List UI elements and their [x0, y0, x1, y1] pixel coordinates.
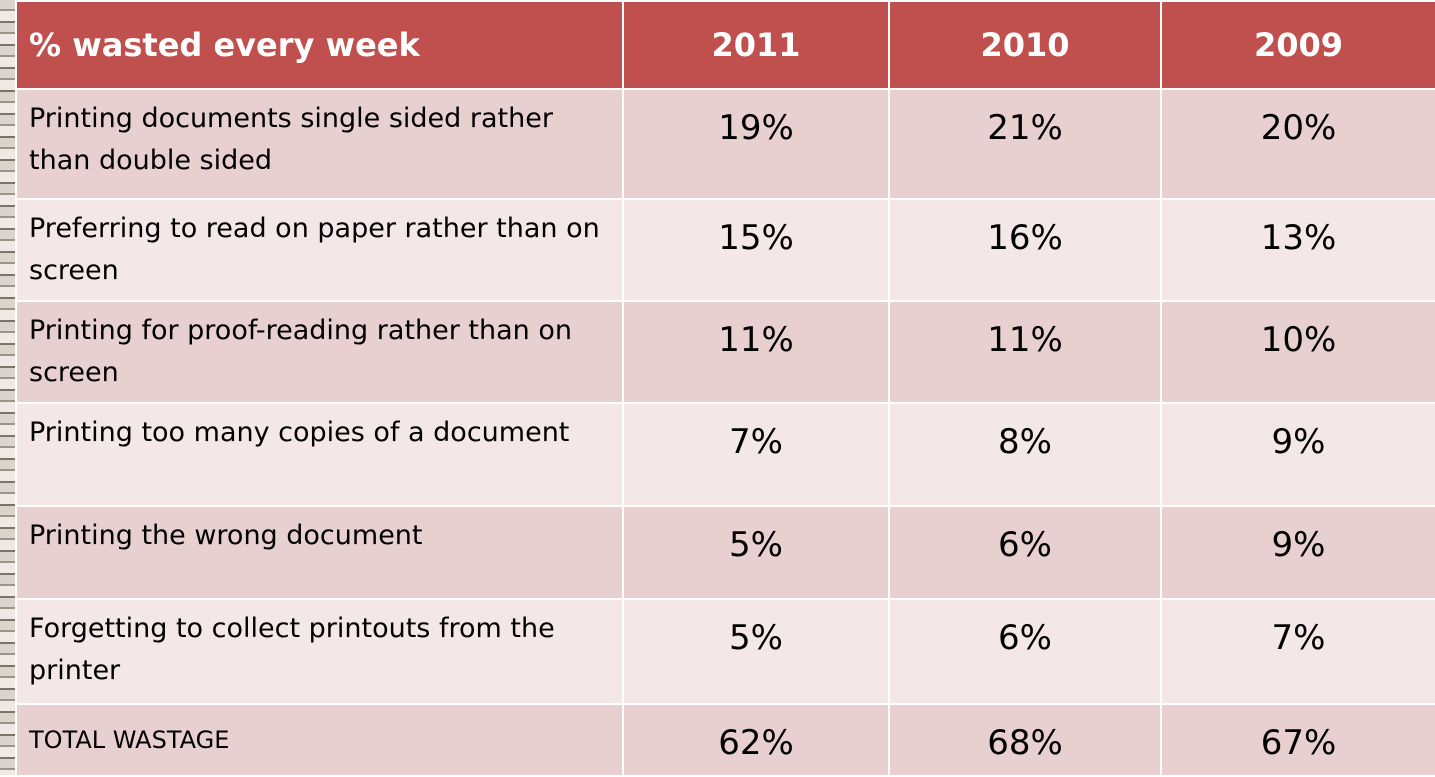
row-label: Printing documents single sided rather t… — [15, 88, 624, 200]
header-cell: 2009 — [1160, 0, 1435, 90]
table-body: Printing documents single sided rather t… — [15, 88, 1435, 777]
value-cell: 15% — [622, 198, 890, 302]
waste-table: % wasted every week 2011 2010 2009 Printing… — [15, 0, 1435, 777]
table-row: Forgetting to collect printouts from the… — [15, 598, 1435, 705]
row-label: Printing for proof-reading rather than o… — [15, 300, 624, 404]
value-cell: 6% — [888, 505, 1162, 600]
header-cell: % wasted every week — [15, 0, 624, 90]
row-label: Printing too many copies of a document — [15, 402, 624, 507]
table-row: Preferring to read on paper rather than … — [15, 198, 1435, 302]
value-cell: 5% — [622, 505, 890, 600]
row-label: Printing the wrong document — [15, 505, 624, 600]
header-row: % wasted every week 2011 2010 2009 — [15, 0, 1435, 90]
value-cell: 8% — [888, 402, 1162, 507]
value-cell: 11% — [888, 300, 1162, 404]
value-cell: 7% — [622, 402, 890, 507]
value-cell: 9% — [1160, 402, 1435, 507]
table-header: % wasted every week 2011 2010 2009 — [15, 0, 1435, 90]
value-cell: 13% — [1160, 198, 1435, 302]
header-cell: 2011 — [622, 0, 890, 90]
value-cell: 7% — [1160, 598, 1435, 705]
header-cell: 2010 — [888, 0, 1162, 90]
background-photo-strip — [0, 0, 15, 775]
table-row: Printing the wrong document 5% 6% 9% — [15, 505, 1435, 600]
value-cell: 67% — [1160, 703, 1435, 777]
table-row: Printing documents single sided rather t… — [15, 88, 1435, 200]
value-cell: 9% — [1160, 505, 1435, 600]
value-cell: 10% — [1160, 300, 1435, 404]
value-cell: 21% — [888, 88, 1162, 200]
row-label: Forgetting to collect printouts from the… — [15, 598, 624, 705]
table-row: Printing for proof-reading rather than o… — [15, 300, 1435, 404]
value-cell: 19% — [622, 88, 890, 200]
row-label: Preferring to read on paper rather than … — [15, 198, 624, 302]
value-cell: 6% — [888, 598, 1162, 705]
value-cell: 68% — [888, 703, 1162, 777]
table-row: TOTAL WASTAGE 62% 68% 67% — [15, 703, 1435, 777]
table-row: Printing too many copies of a document 7%… — [15, 402, 1435, 507]
row-label: TOTAL WASTAGE — [15, 703, 624, 777]
value-cell: 5% — [622, 598, 890, 705]
value-cell: 16% — [888, 198, 1162, 302]
value-cell: 62% — [622, 703, 890, 777]
value-cell: 11% — [622, 300, 890, 404]
value-cell: 20% — [1160, 88, 1435, 200]
